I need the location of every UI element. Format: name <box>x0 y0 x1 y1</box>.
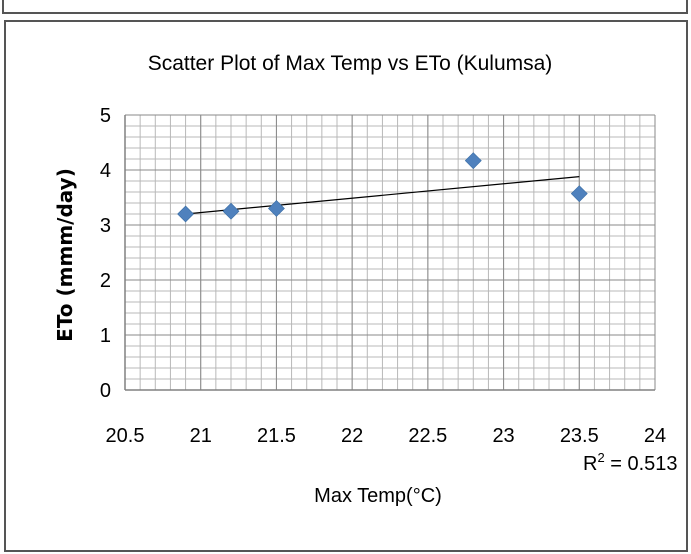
y-tick-label: 2 <box>100 270 111 292</box>
chart-title: Scatter Plot of Max Temp vs ETo (Kulumsa… <box>148 52 553 75</box>
x-tick-label: 23.5 <box>560 425 599 447</box>
y-tick-label: 4 <box>100 160 111 182</box>
x-tick-label: 22.5 <box>408 425 447 447</box>
x-axis-label: Max Temp(°C) <box>314 485 442 507</box>
data-points <box>177 152 588 223</box>
y-tick-label: 5 <box>100 105 111 127</box>
r-squared-superscript: 2 <box>597 450 604 465</box>
axes <box>124 115 655 391</box>
x-tick-label: 22 <box>341 425 363 447</box>
top-border-strip <box>2 0 688 14</box>
data-point-diamond <box>222 202 240 220</box>
x-tick-labels: 20.5 21 21.5 22 22.5 23 23.5 24 <box>106 425 667 447</box>
data-point-diamond <box>464 152 482 170</box>
chart-area-border <box>4 20 688 552</box>
y-axis-label: ETo (mmm/day) <box>53 168 77 342</box>
x-tick-label: 21.5 <box>257 425 296 447</box>
r-squared-annotation: R2 = 0.513 <box>583 450 678 475</box>
trendline-group <box>185 176 580 215</box>
minor-gridlines <box>125 115 655 390</box>
y-tick-label: 3 <box>100 215 111 237</box>
y-tick-label: 0 <box>100 380 111 402</box>
data-point-diamond <box>268 200 285 217</box>
x-tick-label: 21 <box>190 425 212 447</box>
x-tick-label: 20.5 <box>106 425 145 447</box>
x-tick-label: 24 <box>644 425 666 447</box>
trendline <box>185 176 580 215</box>
y-tick-label: 1 <box>100 325 111 347</box>
r-squared-value: = 0.513 <box>605 453 678 475</box>
data-point-diamond <box>177 205 194 223</box>
data-point-diamond <box>570 185 588 203</box>
x-tick-label: 23 <box>492 425 514 447</box>
r-squared-base: R <box>583 453 597 475</box>
y-tick-labels: 0 1 2 3 4 5 <box>100 105 111 402</box>
major-gridlines <box>124 114 656 391</box>
